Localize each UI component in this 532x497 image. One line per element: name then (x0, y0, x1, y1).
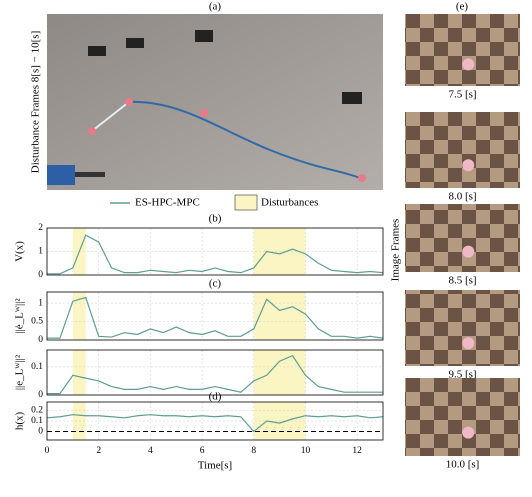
panel-label: (e) (456, 1, 469, 13)
y-tick-label: 0 (38, 427, 43, 437)
frame-time: 10.0 [s] (446, 459, 480, 471)
frames-label: Disturbance Frames 8[s] − 10[s] (30, 31, 42, 173)
ball (462, 337, 474, 349)
figure: (a) Disturbance Frames 8[s] − 10[s] ES-H… (0, 0, 532, 497)
legend-label: ES-HPC-MPC (135, 197, 200, 209)
y-axis-label: V(x) (14, 241, 26, 262)
x-axis-label: Time[s] (198, 460, 232, 472)
x-tick-label: 10 (301, 446, 311, 456)
y-tick-label: 0.1 (31, 362, 43, 372)
y-axis-label: ||e_Lᵂ||² (14, 354, 26, 390)
frame-time: 8.0 [s] (448, 191, 476, 203)
x-tick-label: 0 (45, 446, 50, 456)
frame-time: 7.5 [s] (448, 89, 476, 101)
ball (462, 246, 474, 258)
x-tick-label: 12 (352, 446, 362, 456)
x-tick-label: 2 (96, 446, 101, 456)
legend-label: Disturbances (261, 197, 318, 209)
disturbance-band (254, 292, 306, 340)
y-tick-label: 0.5 (31, 317, 43, 327)
image-frame (405, 14, 520, 86)
y-tick-label: 1 (38, 298, 43, 308)
x-tick-label: 8 (251, 446, 256, 456)
y-tick-label: 0 (38, 390, 43, 400)
legend-band (235, 195, 257, 210)
frame-time: 8.5 [s] (448, 275, 476, 287)
y-tick-label: 1 (38, 247, 43, 257)
y-tick-label: 0.1 (31, 416, 43, 426)
y-tick-label: 0 (38, 270, 43, 280)
image-frame (405, 290, 520, 366)
image-frame (405, 112, 520, 188)
panel-label: (a) (209, 1, 222, 13)
data-line (47, 298, 383, 339)
data-line (47, 356, 383, 394)
plot-frame (47, 350, 383, 395)
y-tick-label: 0.2 (31, 406, 43, 416)
photo-a (47, 14, 383, 190)
legend: ES-HPC-MPC Disturbances (110, 195, 318, 210)
image-frame (405, 378, 520, 456)
y-tick-label: 0 (38, 335, 43, 345)
x-tick-label: 4 (148, 446, 153, 456)
image-frames-label: Image Frames (390, 219, 402, 282)
disturbance-band (254, 350, 306, 395)
image-frame (405, 204, 520, 272)
panel-label: (d) (209, 391, 222, 403)
ball (462, 427, 474, 439)
disturbance-band (73, 350, 86, 395)
data-line (47, 235, 383, 274)
data-line (47, 415, 383, 432)
ball (462, 58, 474, 70)
y-axis-label: h(x) (14, 412, 26, 431)
y-tick-label: 2 (38, 223, 43, 233)
x-tick-label: 6 (200, 446, 205, 456)
y-axis-label: ||ė_Lᵂ||² (14, 298, 26, 334)
panel-label: (c) (209, 278, 222, 290)
ball (462, 159, 474, 171)
panel-label: (b) (209, 213, 222, 225)
